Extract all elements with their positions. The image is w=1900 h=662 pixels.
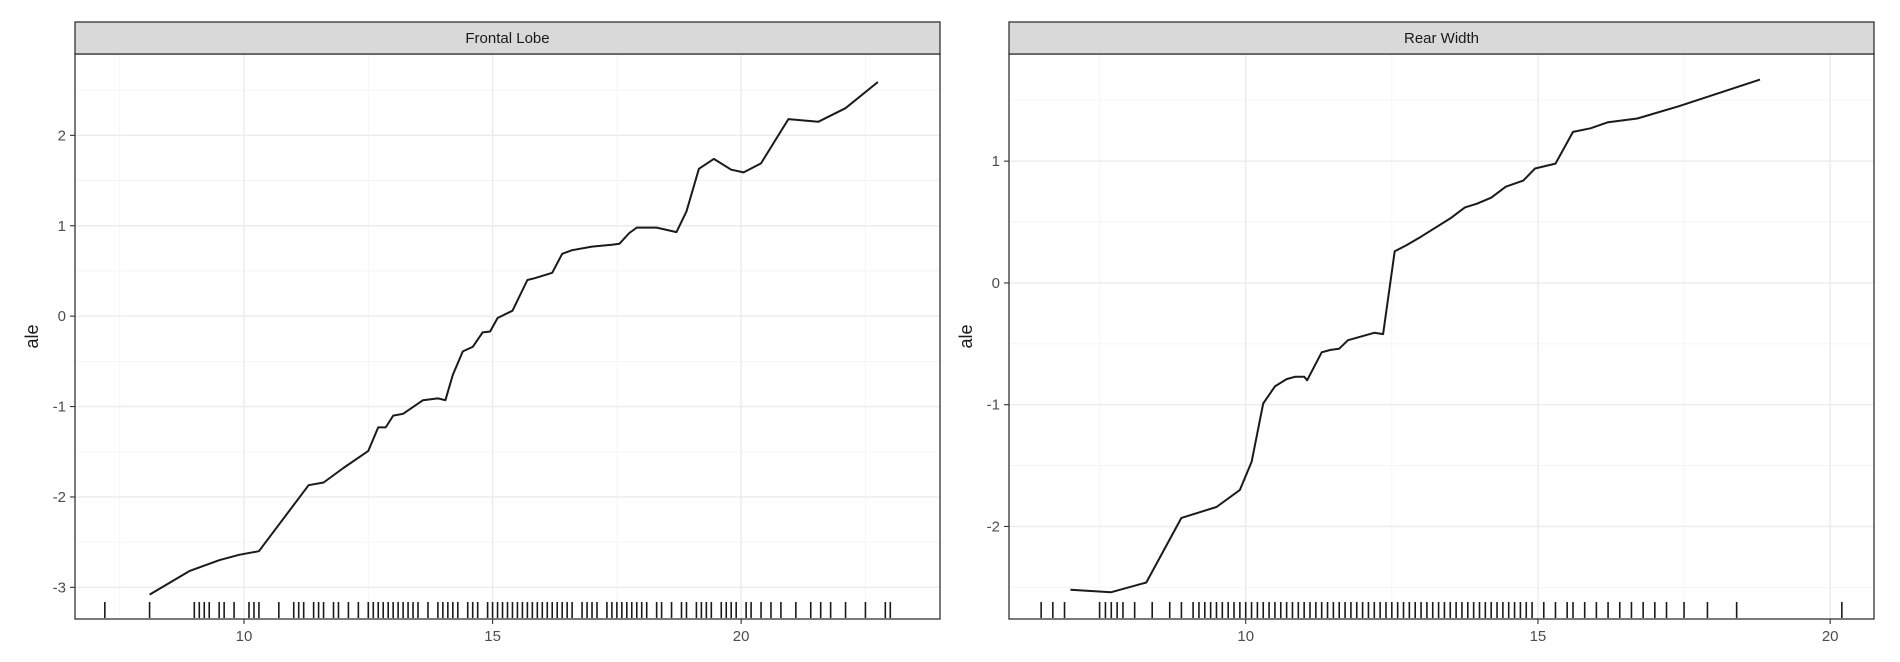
x-tick-label: 10	[236, 628, 253, 645]
series-line	[1070, 78, 1761, 594]
panel-2: Rear Width 10 15 20 -2 -1 0 1 ale	[956, 21, 1875, 645]
facet-strip	[1008, 21, 1875, 55]
y-tick-label: -2	[53, 489, 66, 506]
x-tick-label: 15	[1530, 628, 1547, 645]
facet-title: Rear Width	[1404, 30, 1479, 47]
rug-marks	[104, 602, 892, 618]
y-tick-label: 1	[58, 218, 66, 235]
facet-strip	[74, 21, 941, 55]
y-tick-label: -1	[987, 397, 1000, 414]
y-axis-label: ale	[22, 324, 42, 348]
x-tick-label: 20	[1822, 628, 1839, 645]
plot-background	[75, 54, 940, 619]
rug-marks	[1040, 602, 1843, 618]
y-axis-label: ale	[956, 324, 976, 348]
plot-background	[1009, 54, 1874, 619]
facet-title: Frontal Lobe	[465, 30, 549, 47]
y-tick-label: 0	[992, 275, 1000, 292]
y-tick-label: 0	[58, 308, 66, 325]
y-tick-label: 2	[58, 127, 66, 144]
y-tick-label: -1	[53, 399, 66, 416]
y-tick-label: -3	[53, 579, 66, 596]
panel-1: Frontal Lobe 10 15 20 -3 -2 -1 0 1 2 ale	[22, 21, 941, 645]
x-tick-label: 15	[484, 628, 501, 645]
series-line	[149, 81, 879, 596]
x-tick-label: 20	[733, 628, 750, 645]
y-tick-label: 1	[992, 153, 1000, 170]
x-tick-label: 10	[1237, 628, 1254, 645]
y-tick-label: -2	[987, 518, 1000, 535]
